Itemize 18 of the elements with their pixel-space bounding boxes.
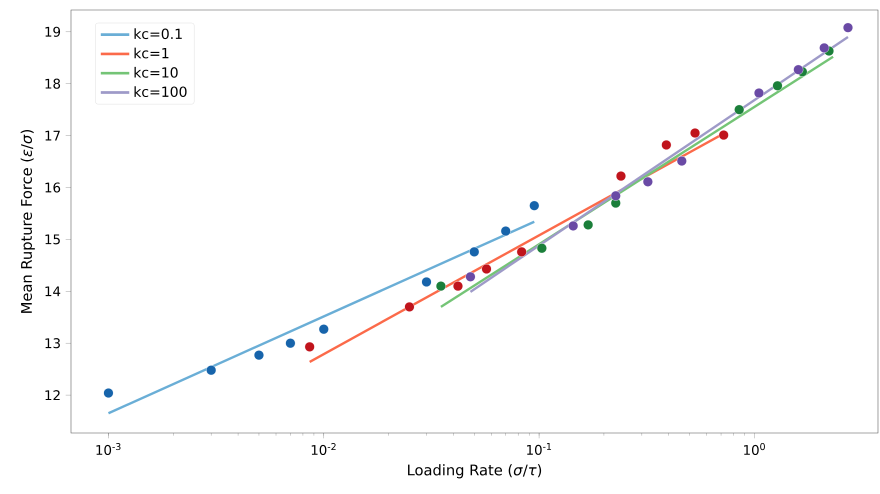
- y-tick-label: 18: [45, 78, 60, 89]
- x-axis-title: Loading Rate (σ/τ): [408, 464, 542, 478]
- y-tick-label: 12: [45, 390, 60, 400]
- legend-label: kc=1: [134, 48, 168, 58]
- legend-label: kc=10: [134, 66, 178, 78]
- y-tick-label: 16: [45, 182, 60, 193]
- x-tick-label: 10$^{-1}$: [527, 443, 552, 455]
- y-axis-title: Mean Rupture Force (ε/σ): [20, 130, 35, 313]
- y-tick-label: 15: [45, 234, 60, 244]
- y-tick-label: 19: [45, 26, 60, 37]
- y-tick-label: 13: [45, 338, 60, 348]
- y-tick-label: 14: [45, 286, 60, 296]
- legend-label: kc=0.1: [134, 28, 182, 40]
- x-tick-label: 10$^{0}$: [744, 443, 765, 455]
- y-tick-label: 17: [45, 130, 60, 140]
- legend-label: kc=100: [134, 86, 187, 98]
- x-tick-label: 10$^{-3}$: [96, 443, 121, 455]
- x-tick-label: 10$^{-2}$: [312, 443, 336, 455]
